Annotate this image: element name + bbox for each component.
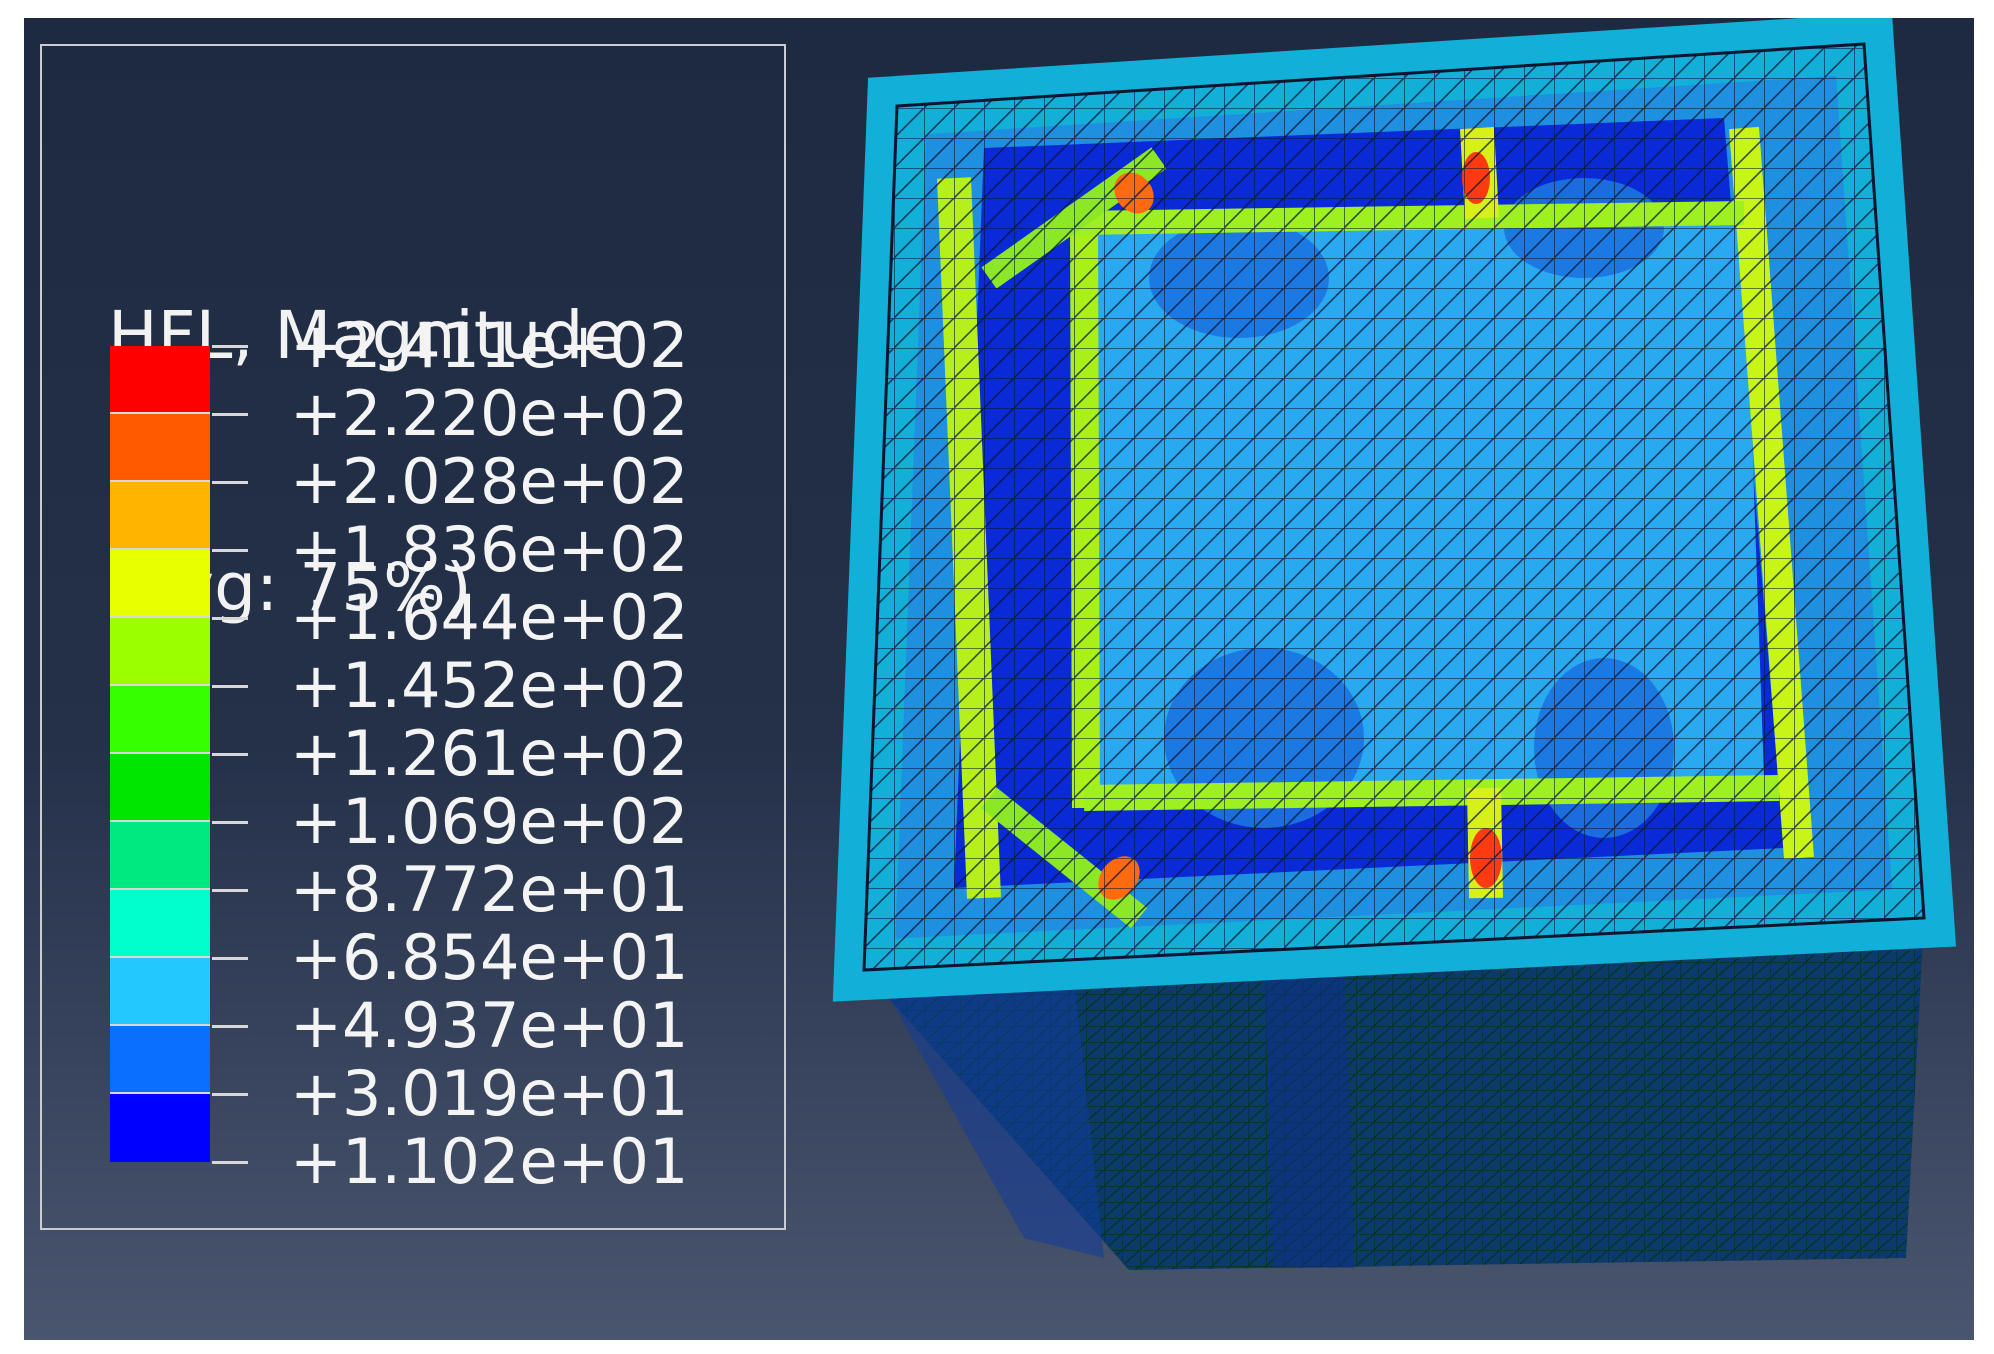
legend-tick-mark — [212, 1025, 248, 1028]
legend-swatch — [110, 686, 210, 754]
legend-tick-label: +1.069e+02 — [290, 785, 689, 858]
legend-tick-label: +2.411e+02 — [290, 309, 689, 382]
legend-tick-mark — [212, 889, 248, 892]
legend-swatch — [110, 414, 210, 482]
legend-tick-mark — [212, 957, 248, 960]
legend-tick-mark — [212, 685, 248, 688]
legend-tick-label: +1.452e+02 — [290, 649, 689, 722]
legend-swatch — [110, 346, 210, 414]
legend-swatch — [110, 550, 210, 618]
legend-swatch — [110, 482, 210, 550]
legend-tick-mark — [212, 345, 248, 348]
legend-swatch — [110, 890, 210, 958]
viewport-canvas[interactable]: HFL, Magnitude (Avg: 75%) +2.411e+02 +2.2… — [24, 18, 1974, 1340]
legend-swatch — [110, 1094, 210, 1162]
legend-swatch — [110, 754, 210, 822]
legend-swatch — [110, 958, 210, 1026]
legend-swatch — [110, 618, 210, 686]
legend-tick-mark — [212, 1093, 248, 1096]
legend-tick-label: +8.772e+01 — [290, 853, 689, 926]
legend-tick-mark — [212, 413, 248, 416]
legend-tick-mark — [212, 617, 248, 620]
legend-tick-label: +2.220e+02 — [290, 377, 689, 450]
legend-colorbar — [110, 346, 210, 1162]
legend-tick-label: +1.836e+02 — [290, 513, 689, 586]
legend-tick-label: +2.028e+02 — [290, 445, 689, 518]
legend-tick-mark — [212, 753, 248, 756]
legend-tick-mark — [212, 549, 248, 552]
legend-tick-mark — [212, 481, 248, 484]
legend-tick-label: +6.854e+01 — [290, 921, 689, 994]
legend-tick-label: +1.102e+01 — [290, 1125, 689, 1198]
legend-tick-label: +3.019e+01 — [290, 1057, 689, 1130]
legend-swatch — [110, 822, 210, 890]
legend-tick-label: +1.644e+02 — [290, 581, 689, 654]
contour-legend: HFL, Magnitude (Avg: 75%) +2.411e+02 +2.2… — [40, 44, 786, 1230]
legend-tick-mark — [212, 1161, 248, 1164]
fe-model-contour — [832, 18, 1957, 1270]
legend-tick-label: +1.261e+02 — [290, 717, 689, 790]
legend-swatch — [110, 1026, 210, 1094]
legend-tick-label: +4.937e+01 — [290, 989, 689, 1062]
legend-tick-mark — [212, 821, 248, 824]
